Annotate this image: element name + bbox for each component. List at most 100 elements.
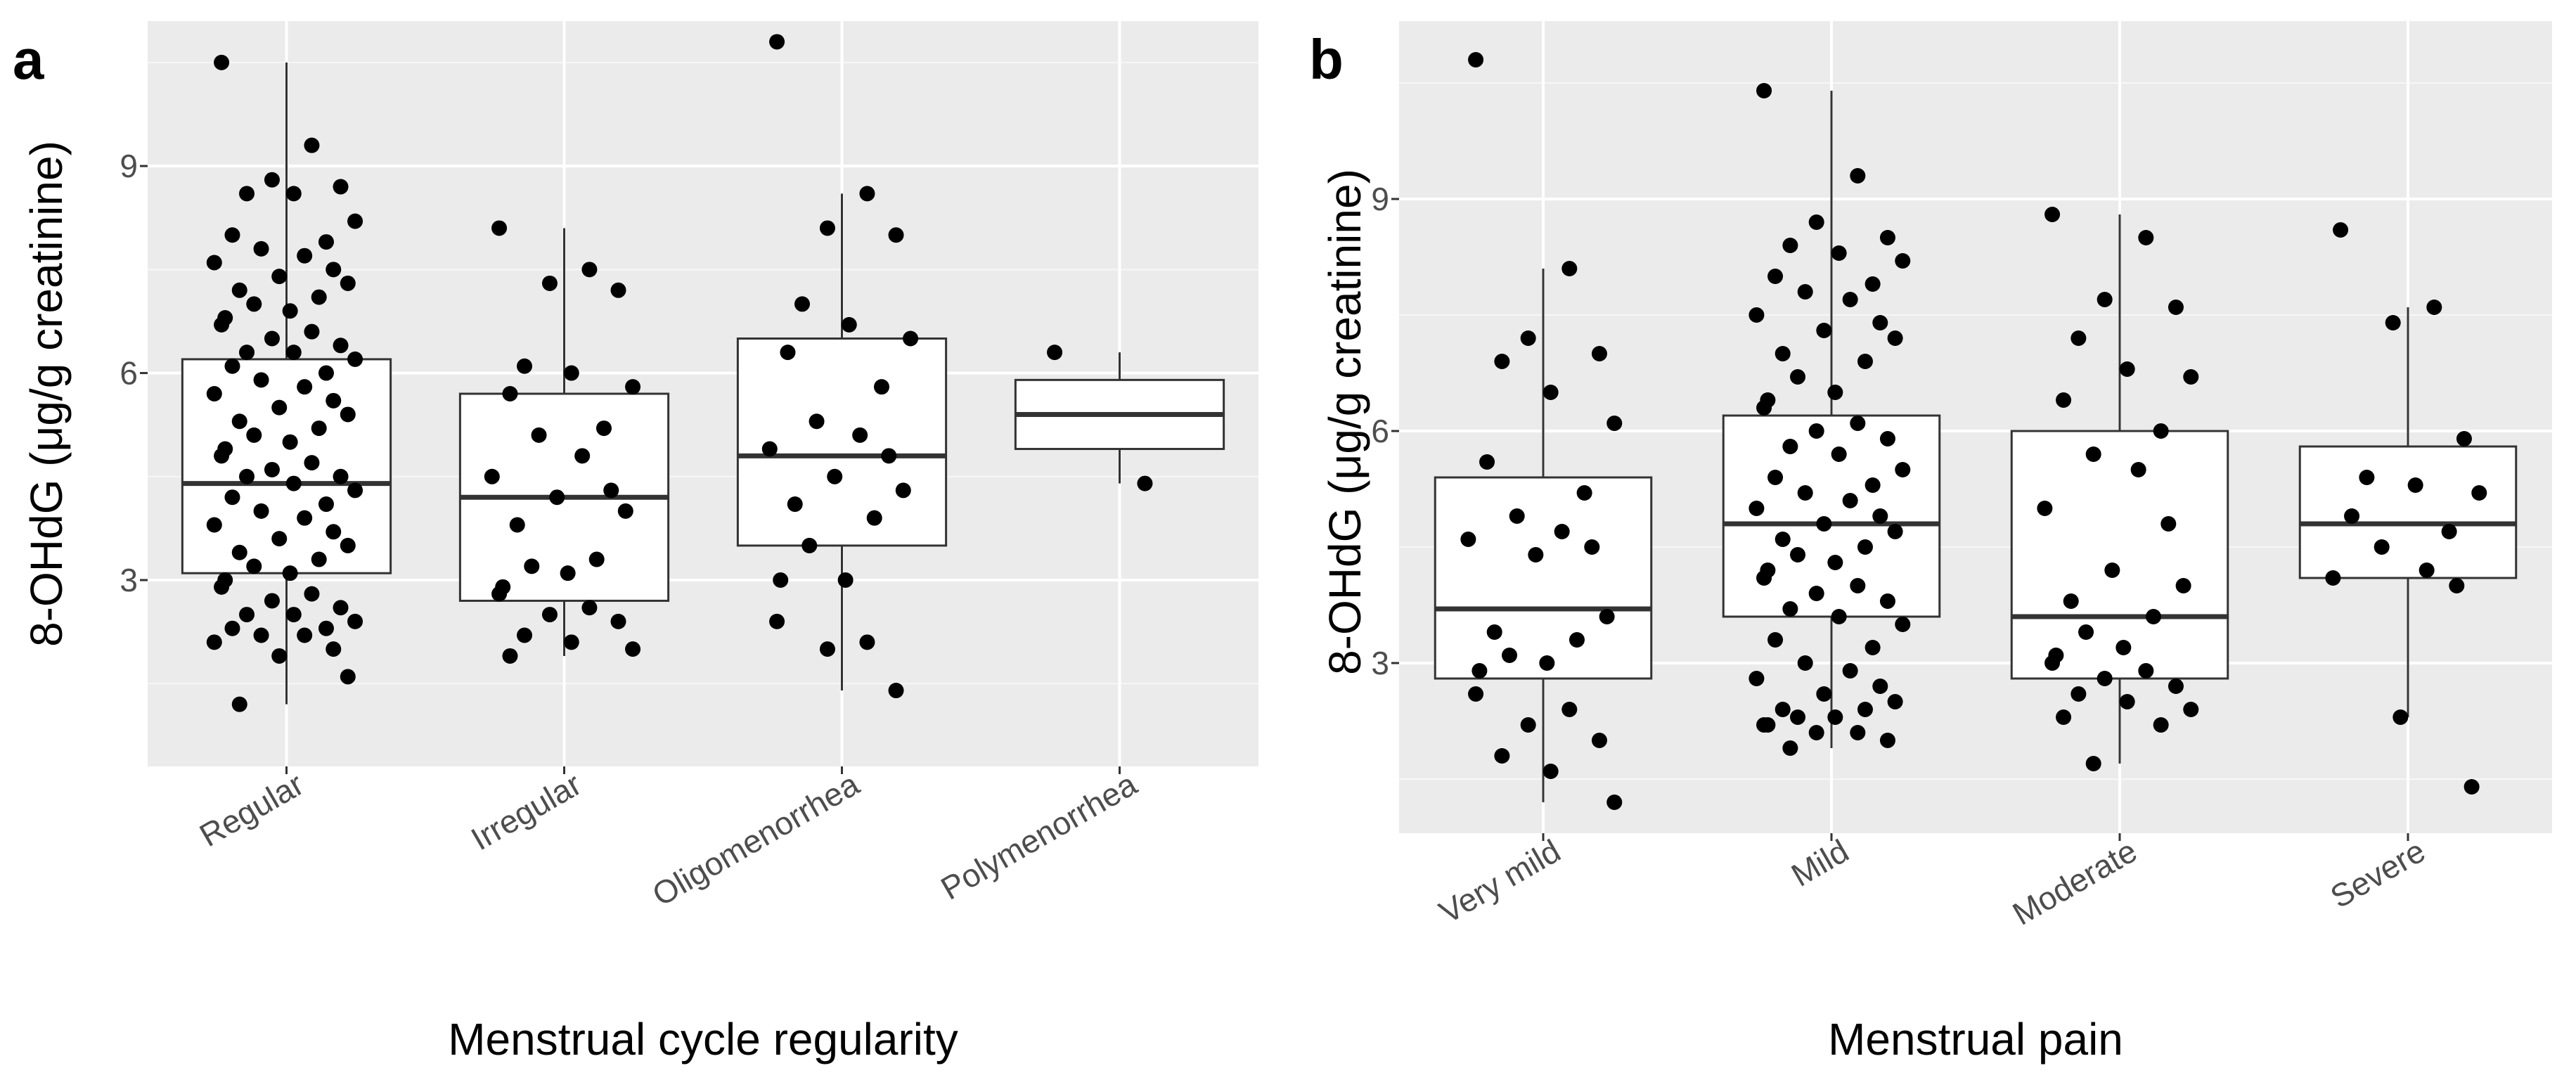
- data-point: [819, 220, 835, 236]
- data-point: [1561, 261, 1578, 276]
- data-point: [239, 186, 255, 202]
- data-point: [2464, 779, 2480, 795]
- data-point: [1790, 709, 1806, 725]
- data-point: [2168, 300, 2184, 315]
- data-point: [311, 420, 327, 437]
- data-point: [617, 503, 633, 519]
- boxplots-a: [181, 62, 1225, 705]
- data-point: [1520, 330, 1536, 346]
- jitter-points-b: [1460, 52, 2487, 810]
- boxplot-moderate: [2010, 214, 2229, 764]
- data-point: [1887, 694, 1903, 709]
- data-point: [581, 262, 598, 278]
- data-point: [1808, 725, 1824, 740]
- data-point: [780, 345, 796, 361]
- data-point: [2183, 369, 2199, 385]
- data-point: [264, 330, 280, 347]
- data-point: [859, 634, 875, 650]
- data-point: [625, 641, 641, 657]
- x-tick-label: Regular: [193, 766, 310, 854]
- data-point: [2374, 539, 2390, 555]
- data-point: [271, 531, 288, 547]
- data-point: [541, 275, 558, 291]
- data-point: [304, 137, 320, 153]
- data-point: [2104, 562, 2120, 578]
- data-point: [2393, 709, 2409, 725]
- data-point: [1137, 475, 1153, 491]
- data-point: [588, 551, 605, 567]
- data-point: [881, 448, 897, 464]
- y-axis-title-a: 8-OHdG (μg/g creatinine): [21, 141, 72, 647]
- data-point: [1584, 539, 1600, 555]
- data-point: [1528, 547, 1544, 562]
- data-point: [2044, 207, 2061, 222]
- data-point: [311, 289, 327, 305]
- data-point: [1543, 385, 1559, 400]
- data-point: [2153, 423, 2169, 439]
- y-tick-label: 6: [120, 355, 138, 392]
- data-point: [318, 234, 334, 250]
- data-point: [246, 296, 262, 312]
- data-point: [563, 634, 579, 650]
- data-point: [2071, 686, 2087, 702]
- data-point: [769, 34, 785, 50]
- data-point: [2145, 609, 2161, 624]
- data-point: [1865, 477, 1881, 493]
- data-point: [541, 607, 558, 623]
- data-point: [2138, 663, 2154, 679]
- data-point: [1569, 632, 1585, 648]
- panel-a: a 3 6 9 Regular Irregular Oligomenorrhea Poly…: [13, 21, 1258, 1065]
- data-point: [214, 448, 230, 464]
- data-point: [1857, 539, 1873, 555]
- data-point: [326, 641, 342, 657]
- data-point: [285, 475, 302, 491]
- data-point: [1591, 346, 1607, 361]
- data-point: [517, 358, 533, 374]
- data-point: [549, 489, 565, 506]
- data-point: [1895, 617, 1911, 632]
- data-point: [491, 220, 508, 236]
- x-axis-a: Regular Irregular Oligomenorrhea Polymenorr…: [193, 765, 1143, 913]
- data-point: [2385, 315, 2401, 330]
- data-point: [873, 379, 889, 395]
- x-axis-title-a: Menstrual cycle regularity: [448, 1014, 958, 1065]
- x-tick-label: Moderate: [2007, 832, 2143, 932]
- data-point: [1879, 230, 1895, 245]
- x-axis-title-b: Menstrual pain: [1828, 1014, 2123, 1065]
- data-point: [1561, 702, 1578, 717]
- data-point: [491, 586, 508, 602]
- data-point: [2456, 431, 2472, 446]
- data-point: [1850, 168, 1866, 184]
- data-point: [2325, 570, 2341, 586]
- data-point: [1767, 632, 1784, 648]
- data-point: [603, 482, 619, 499]
- data-point: [859, 186, 875, 202]
- data-point: [1509, 508, 1525, 524]
- data-point: [563, 365, 579, 381]
- data-point: [1775, 532, 1791, 547]
- data-point: [2333, 222, 2349, 238]
- data-point: [239, 607, 255, 623]
- data-point: [1790, 547, 1806, 562]
- data-point: [524, 558, 540, 574]
- data-point: [2359, 470, 2375, 485]
- data-point: [253, 503, 269, 519]
- data-point: [285, 186, 302, 202]
- data-point: [224, 489, 240, 506]
- data-point: [1554, 524, 1570, 539]
- data-point: [1591, 733, 1607, 748]
- data-point: [285, 345, 302, 361]
- data-point: [787, 496, 803, 513]
- x-tick-label: Mild: [1785, 832, 1855, 894]
- data-point: [1502, 648, 1518, 663]
- y-tick-label: 6: [1371, 413, 1389, 449]
- data-point: [246, 558, 262, 574]
- data-point: [1857, 702, 1873, 717]
- data-point: [231, 696, 247, 712]
- data-point: [264, 172, 280, 188]
- data-point: [282, 303, 298, 319]
- data-point: [214, 54, 230, 70]
- data-point: [1887, 524, 1903, 539]
- data-point: [1797, 485, 1813, 501]
- panel-letter-b: b: [1309, 28, 1344, 91]
